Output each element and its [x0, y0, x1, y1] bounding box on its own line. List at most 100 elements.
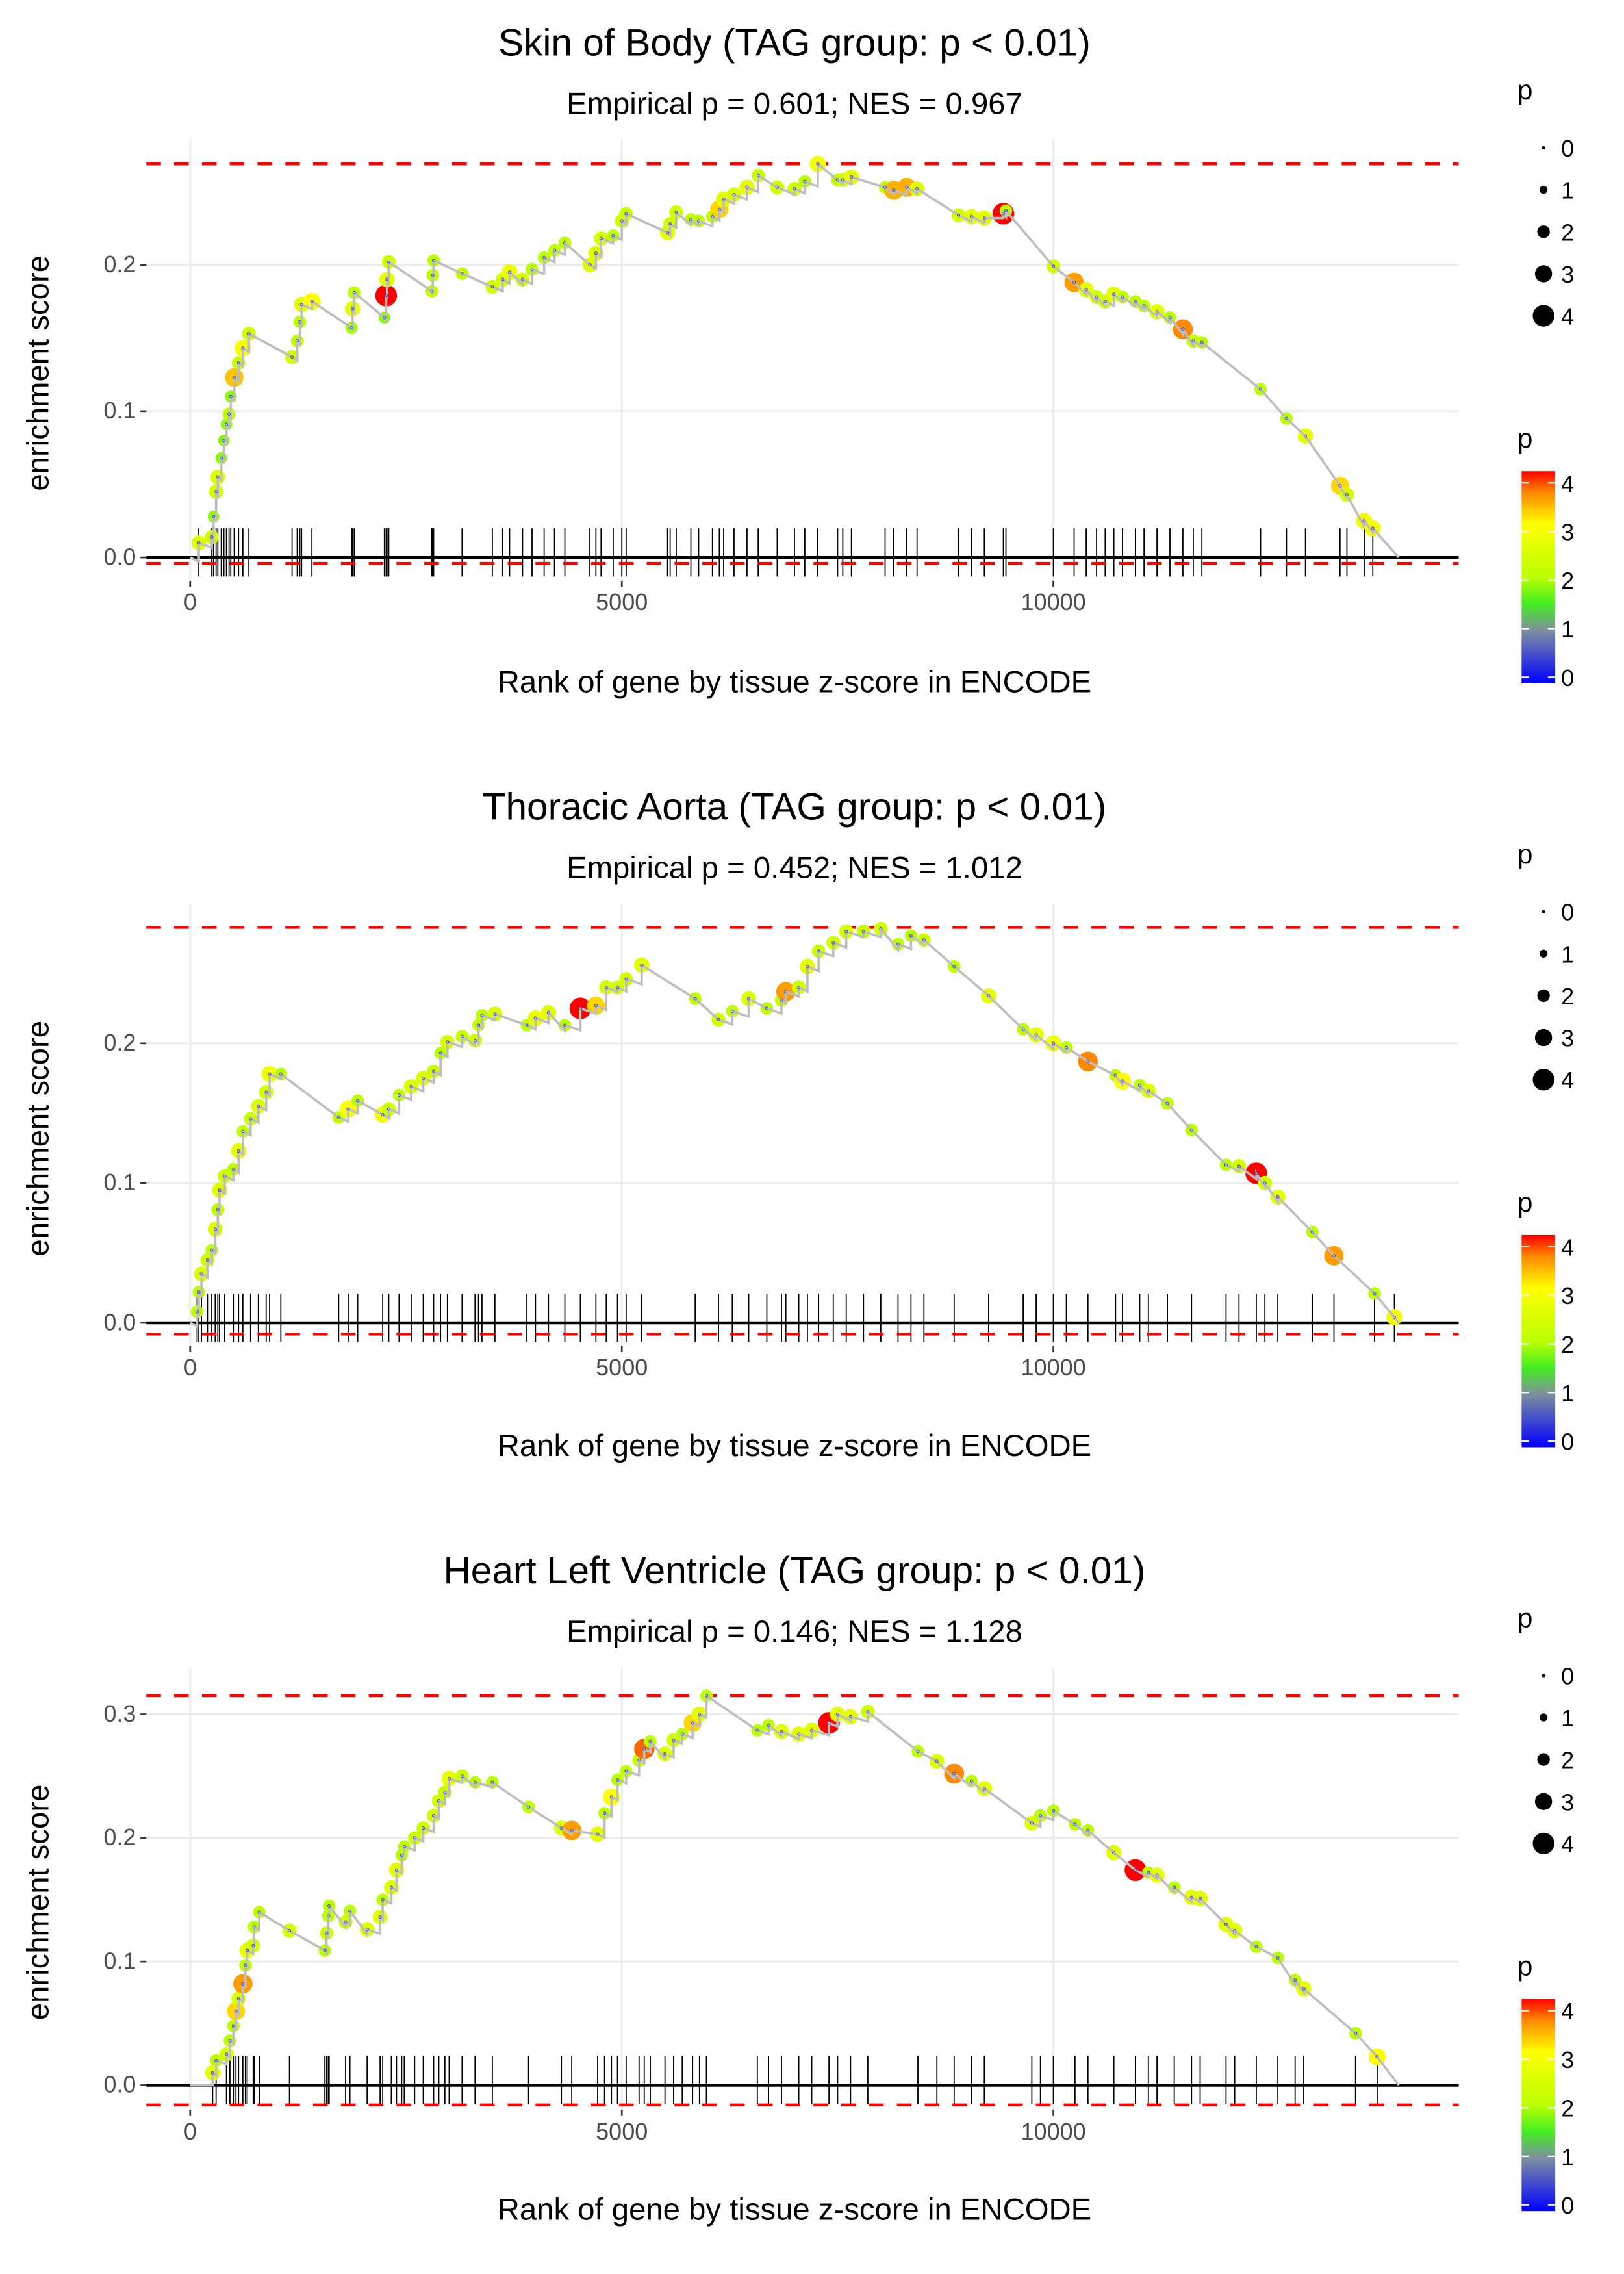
hit-point-center	[866, 1710, 870, 1714]
hit-point-center	[1155, 310, 1159, 314]
hit-point-center	[257, 1910, 261, 1914]
hit-point-center	[356, 1099, 360, 1103]
color-legend-label: 1	[1561, 616, 1574, 643]
hit-point-center	[745, 185, 749, 189]
chart-subtitle: Empirical p = 0.601; NES = 0.967	[566, 87, 1022, 121]
hit-point-center	[861, 930, 865, 934]
hit-point-center	[816, 162, 820, 166]
legend-panel-2: p 0 1 2 3 4 p 4 3 2 1 0	[1517, 839, 1575, 1455]
color-legend-label: 2	[1561, 567, 1574, 594]
hit-point-center	[935, 1759, 939, 1763]
hit-point-center	[325, 1931, 329, 1935]
hit-point-center	[409, 1085, 413, 1089]
hit-point-center	[527, 1805, 531, 1809]
y-tick-label: 0.0	[103, 2071, 136, 2098]
color-legend-label: 4	[1561, 470, 1574, 497]
hit-point-center	[674, 211, 678, 214]
hit-point-center	[1134, 1868, 1137, 1872]
hit-point-center	[693, 997, 697, 1001]
y-axis-label: enrichment score	[21, 255, 55, 491]
hit-point-center	[231, 2024, 235, 2028]
hit-point-center	[711, 214, 715, 218]
hit-point-center	[397, 1093, 401, 1097]
hit-point-center	[246, 1948, 249, 1952]
hit-point-center	[490, 1780, 494, 1784]
x-tick-label: 0	[184, 2118, 197, 2145]
hit-point-center	[1338, 484, 1342, 488]
hit-point-center	[952, 1772, 956, 1776]
hit-point-center	[599, 236, 603, 240]
hit-point-center	[1073, 1822, 1077, 1826]
hit-point-center	[1086, 1828, 1090, 1832]
hit-point-center	[642, 1747, 646, 1751]
y-tick-label: 0.1	[103, 1169, 136, 1195]
size-legend-dot	[1539, 1713, 1548, 1722]
hit-point-center	[952, 965, 956, 969]
hit-point-center	[212, 515, 216, 518]
hit-point-center	[205, 1258, 209, 1262]
size-legend-label: 3	[1561, 1025, 1574, 1052]
hit-point-center	[247, 332, 251, 335]
hit-point-center	[982, 216, 986, 220]
hit-point-center	[216, 1208, 220, 1212]
size-legend-dot	[1537, 989, 1550, 1003]
hit-point-center	[732, 193, 736, 197]
size-legend-label: 4	[1561, 1067, 1574, 1093]
hit-point-center	[351, 307, 355, 311]
hit-point-center	[1168, 316, 1172, 320]
hit-point-center	[197, 541, 201, 545]
hit-point-center	[460, 1774, 464, 1778]
size-legend-label: 1	[1561, 177, 1574, 204]
hit-point-center	[810, 1728, 814, 1732]
hit-point-center	[443, 1790, 447, 1794]
hit-point-center	[218, 1188, 222, 1192]
hit-point-center	[1254, 1171, 1258, 1175]
hit-point-center	[234, 2009, 238, 2013]
hit-point-center	[1039, 1814, 1043, 1818]
hit-point-center	[216, 475, 220, 479]
es-curve	[190, 161, 1400, 564]
color-legend-label: 1	[1561, 2143, 1574, 2170]
hit-point-center	[1293, 1978, 1297, 1982]
hit-point-center	[432, 1814, 436, 1818]
hit-point-center	[432, 1069, 436, 1073]
hit-point-center	[533, 1016, 537, 1020]
size-legend-label: 0	[1561, 135, 1574, 162]
hit-point-center	[609, 1795, 613, 1799]
hit-point-center	[1373, 1292, 1377, 1296]
hit-point-center	[1072, 281, 1076, 285]
hit-point-center	[228, 2039, 232, 2043]
hit-point-center	[797, 1732, 801, 1736]
hit-point-center	[326, 1914, 330, 1918]
panel-thoracic-aorta: Thoracic Aorta (TAG group: p < 0.01) Emp…	[21, 786, 1459, 1463]
hit-point-center	[352, 290, 356, 294]
hit-point-center	[1354, 2032, 1358, 2036]
hit-point-center	[922, 938, 926, 942]
hit-point-center	[956, 213, 960, 217]
plot-area: 0 5000 10000 0.0 0.1 0.2	[103, 138, 1459, 615]
hit-point-center	[520, 277, 524, 281]
hit-point-center	[236, 361, 240, 365]
hit-point-center	[835, 178, 839, 182]
size-legend-label: 2	[1561, 219, 1574, 246]
hit-point-center	[1052, 264, 1056, 268]
hit-point-center	[1138, 1083, 1141, 1087]
x-tick-label: 5000	[596, 2118, 648, 2145]
hit-point-center	[780, 998, 783, 1002]
hit-point-center	[422, 1077, 425, 1080]
hit-point-center	[603, 1811, 607, 1815]
hit-point-center	[501, 277, 505, 281]
x-axis-label: Rank of gene by tissue z-score in ENCODE	[498, 665, 1091, 699]
hit-point-center	[1121, 295, 1124, 299]
hit-point-center	[850, 175, 854, 179]
hit-point-center	[220, 456, 223, 460]
hit-point-center	[563, 241, 566, 245]
hit-point-center	[1199, 1897, 1202, 1900]
size-legend-dot	[1542, 910, 1545, 913]
color-legend-label: 0	[1561, 2192, 1574, 2219]
es-curve	[189, 925, 1400, 1329]
hit-point-center	[1304, 434, 1308, 438]
hit-point-center	[296, 339, 299, 343]
legend-panel-1: p 0 1 2 3 4 p 4 3 2 1 0	[1517, 75, 1575, 691]
